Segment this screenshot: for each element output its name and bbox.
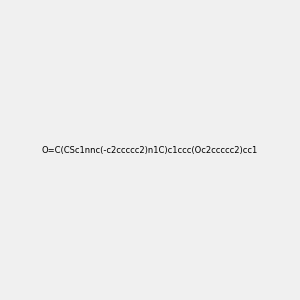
Text: O=C(CSc1nnc(-c2ccccc2)n1C)c1ccc(Oc2ccccc2)cc1: O=C(CSc1nnc(-c2ccccc2)n1C)c1ccc(Oc2ccccc… [42, 146, 258, 154]
